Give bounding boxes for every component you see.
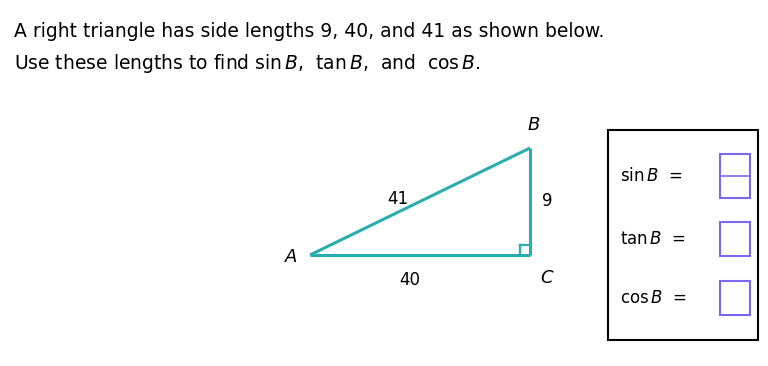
- Text: 9: 9: [542, 193, 552, 210]
- Text: 40: 40: [399, 271, 421, 289]
- Bar: [720, 281, 750, 315]
- Text: 41: 41: [387, 190, 408, 209]
- Text: A right triangle has side lengths 9, 40, and 41 as shown below.: A right triangle has side lengths 9, 40,…: [14, 22, 604, 41]
- Text: $C$: $C$: [540, 269, 554, 287]
- Text: $B$: $B$: [528, 116, 541, 134]
- Bar: [720, 222, 750, 256]
- Text: $\cos B$  =: $\cos B$ =: [620, 289, 687, 307]
- Text: $\sin B$  =: $\sin B$ =: [620, 167, 683, 185]
- Text: Use these lengths to find $\sin B$,  $\tan B$,  and  $\cos B$.: Use these lengths to find $\sin B$, $\ta…: [14, 52, 481, 75]
- Bar: [608, 130, 758, 340]
- Text: $\tan B$  =: $\tan B$ =: [620, 230, 686, 248]
- Text: $A$: $A$: [284, 248, 298, 266]
- Bar: [720, 154, 750, 198]
